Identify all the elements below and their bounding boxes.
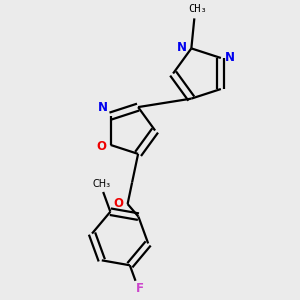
Text: CH₃: CH₃: [93, 179, 111, 189]
Text: CH₃: CH₃: [188, 4, 207, 14]
Text: N: N: [98, 100, 108, 114]
Text: N: N: [177, 41, 187, 54]
Text: O: O: [97, 140, 107, 153]
Text: O: O: [113, 197, 123, 210]
Text: F: F: [136, 282, 144, 295]
Text: N: N: [225, 51, 235, 64]
